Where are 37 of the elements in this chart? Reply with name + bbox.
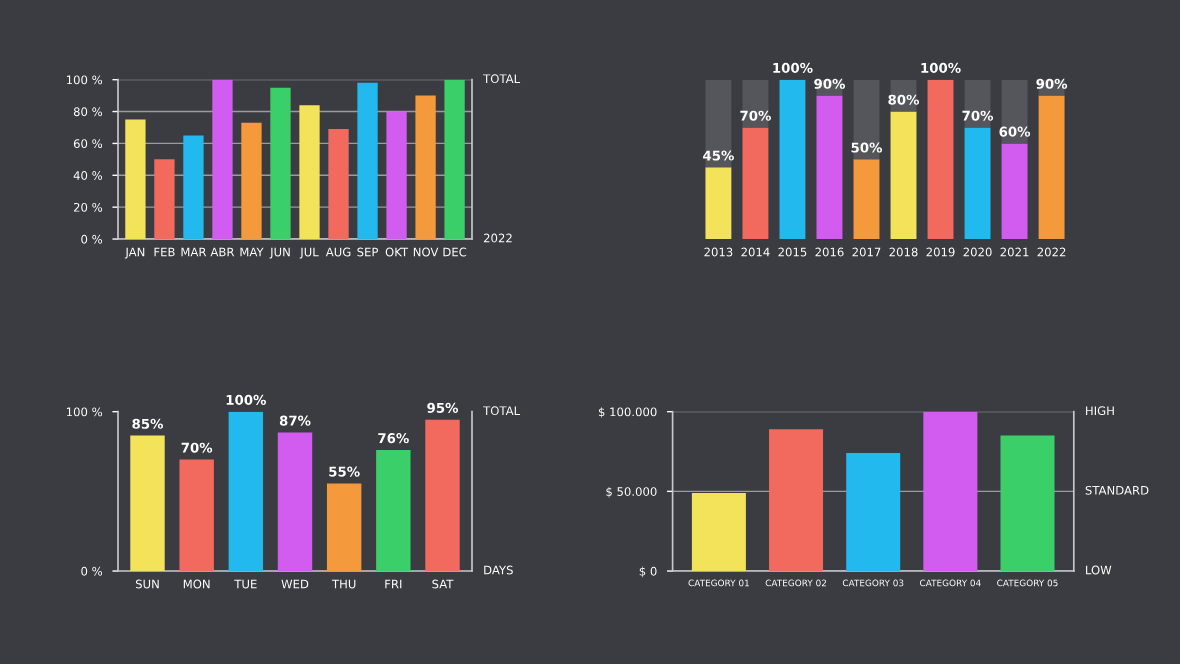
- bar: [705, 167, 732, 240]
- bar: [125, 119, 146, 240]
- bar: [299, 105, 320, 240]
- bar: [444, 79, 465, 240]
- bar: [691, 492, 746, 572]
- bar: [386, 111, 407, 240]
- bar: [742, 127, 769, 240]
- bar: [270, 87, 291, 240]
- bar: [769, 429, 824, 572]
- bar: [130, 435, 165, 572]
- bar: [357, 82, 378, 240]
- bar: [241, 122, 262, 240]
- bar: [705, 79, 732, 168]
- bar: [415, 95, 436, 240]
- bar: [1038, 95, 1065, 240]
- bar: [154, 159, 175, 240]
- bar: [853, 159, 880, 240]
- bar: [853, 79, 880, 160]
- bar: [779, 79, 806, 240]
- bar: [228, 411, 264, 572]
- bar: [212, 79, 233, 240]
- bar: [425, 419, 460, 572]
- bar: [326, 483, 362, 572]
- bar: [923, 411, 978, 572]
- bar: [1000, 435, 1055, 572]
- bar: [964, 127, 991, 240]
- bar: [376, 449, 411, 572]
- bar: [277, 432, 313, 572]
- bar: [1001, 143, 1028, 240]
- bar: [890, 111, 917, 240]
- bar: [328, 129, 349, 240]
- bar: [183, 135, 204, 240]
- bar: [179, 459, 214, 572]
- bar: [816, 95, 843, 240]
- bar: [846, 453, 901, 572]
- bar: [927, 79, 954, 240]
- bar: [1001, 79, 1028, 144]
